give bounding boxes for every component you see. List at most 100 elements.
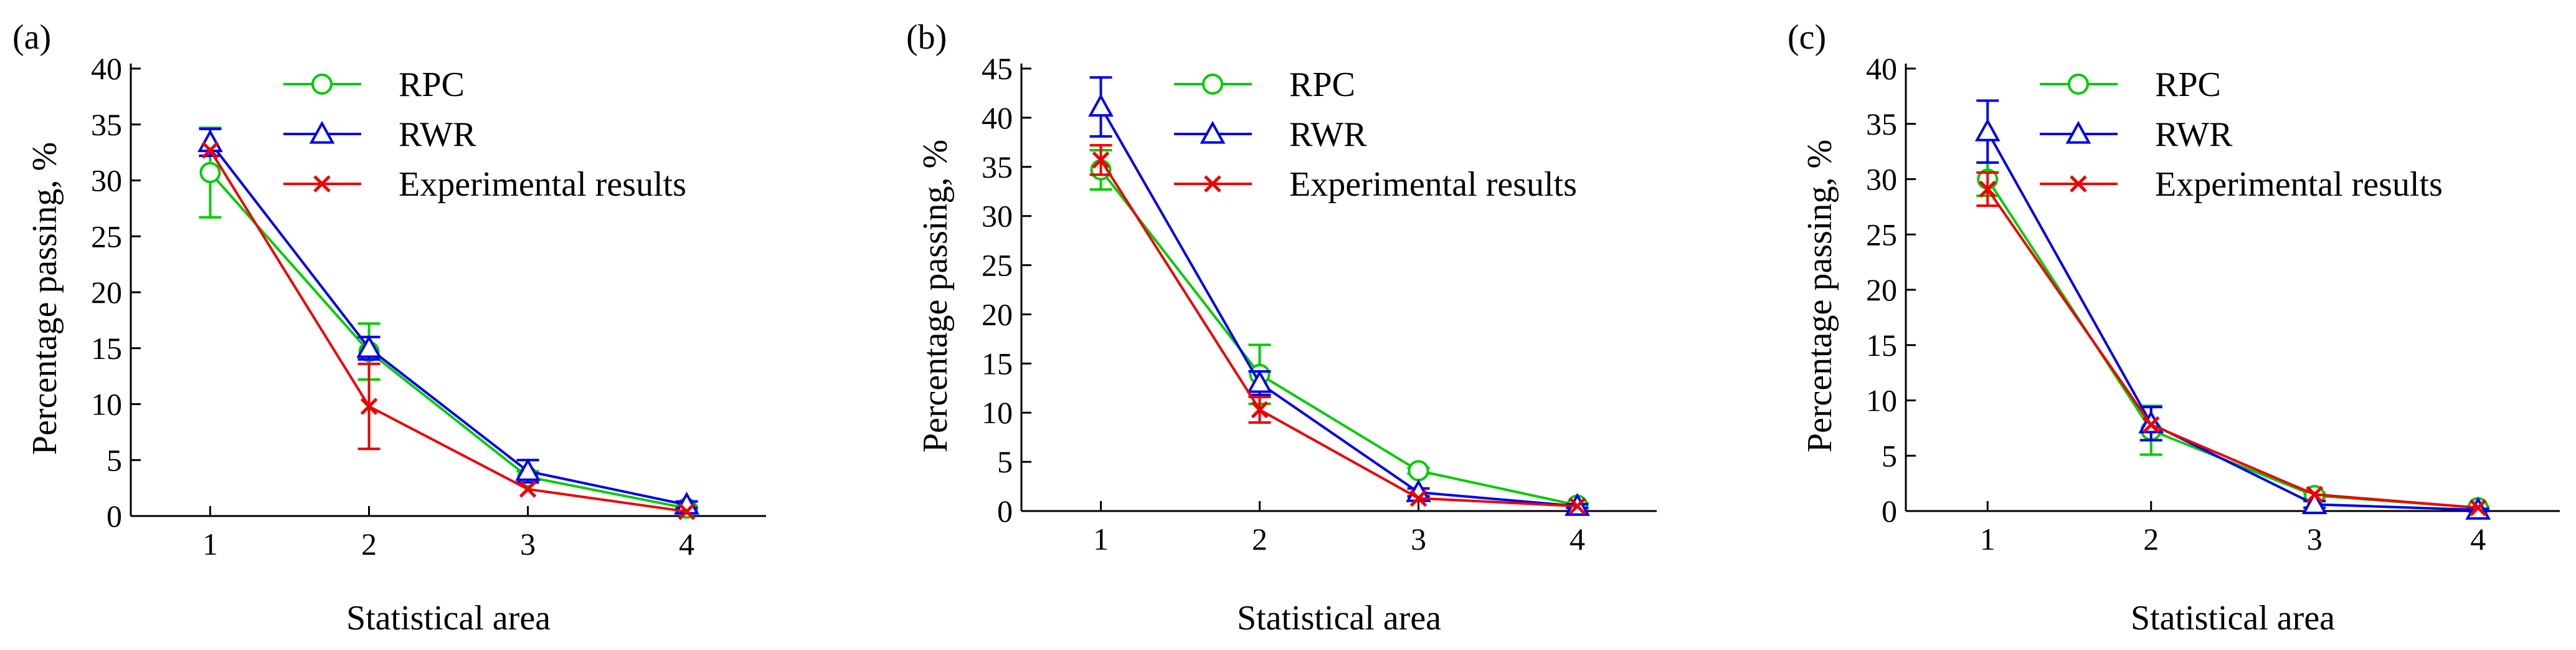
data-point: [201, 141, 219, 159]
y-tick-label: 0: [107, 499, 122, 533]
data-point: [519, 480, 537, 498]
legend-marker: [2065, 120, 2091, 144]
y-tick-label: 20: [1866, 272, 1897, 307]
y-tick-label: 30: [1866, 162, 1897, 197]
x-tick-label: 2: [361, 527, 377, 562]
data-point: [356, 335, 382, 358]
data-point: [360, 398, 378, 415]
x-tick-label: 1: [202, 527, 218, 562]
series-line: [1986, 188, 2478, 509]
y-tick-label: 25: [982, 248, 1013, 283]
legend-marker: [2070, 175, 2087, 193]
y-tick-label: 20: [91, 275, 122, 310]
y-tick-label: 30: [982, 199, 1013, 234]
y-tick-label: 35: [1866, 107, 1897, 141]
x-tick-label: 1: [1093, 522, 1109, 557]
y-tick-label: 40: [982, 100, 1013, 135]
data-point: [1088, 93, 1114, 117]
legend-marker: [1202, 74, 1223, 95]
y-tick-label: 10: [982, 395, 1013, 430]
data-point: [197, 129, 223, 153]
data-point: [2301, 491, 2327, 514]
data-point: [2469, 499, 2487, 517]
series-rwr: RWR: [1088, 76, 1590, 516]
y-tick-label: 10: [91, 387, 122, 422]
legend-label: RWR: [1289, 115, 1367, 154]
data-point: [2306, 485, 2324, 504]
data-point: [1092, 151, 1110, 169]
y-tick-label: 45: [982, 51, 1013, 86]
panel-c: (c) 0 5 10 15 20 25 30 35 40 1 2 3 4 Statistical area P…: [1788, 18, 2560, 638]
series-experimental-results: Experimental results: [1089, 144, 1586, 515]
x-tick-label: 3: [1411, 522, 1426, 557]
data-point: [515, 458, 541, 481]
y-tick-label: 5: [107, 442, 122, 477]
data-point: [1974, 118, 2001, 141]
y-tick-label: 40: [1866, 51, 1897, 86]
legend-label: Experimental results: [1289, 165, 1577, 204]
panel-a: (a) 0 5 10 15 20 25 30 35 40 1 2 3 4 Statistical area P…: [12, 18, 766, 638]
series-line: [1986, 131, 2478, 512]
y-tick-label: 15: [982, 346, 1013, 381]
series-line: [209, 171, 687, 510]
series-line: [1099, 106, 1578, 508]
y-tick-label: 40: [91, 51, 122, 86]
y-axis-title: Percentage passing, %: [1801, 140, 1839, 452]
y-tick-label: 5: [997, 444, 1013, 479]
y-tick-label: 25: [1866, 217, 1897, 252]
legend-label: Experimental results: [2155, 165, 2443, 204]
legend-label: RPC: [1289, 65, 1355, 104]
y-tick-label: 10: [1866, 383, 1897, 418]
y-tick-label: 0: [1882, 494, 1897, 528]
data-point: [2142, 416, 2160, 434]
x-tick-label: 4: [1570, 522, 1585, 557]
series-line: [209, 141, 687, 507]
y-axis-title: Percentage passing, %: [26, 142, 64, 455]
y-axis-title: Percentage passing, %: [916, 140, 955, 452]
x-tick-label: 4: [2470, 522, 2486, 557]
series-line: [209, 149, 687, 513]
y-tick-label: 30: [91, 163, 122, 198]
x-tick-label: 1: [1980, 522, 1996, 557]
legend-label: RWR: [2155, 115, 2233, 154]
legend-marker: [1204, 175, 1221, 193]
data-point: [1247, 370, 1272, 393]
x-tick-label: 4: [679, 527, 694, 562]
legend-label: RWR: [399, 115, 476, 154]
legend-marker: [2068, 74, 2089, 95]
x-tick-label: 2: [2143, 522, 2159, 557]
data-point: [199, 161, 221, 183]
data-point: [1408, 460, 1429, 482]
series-line: [1099, 159, 1578, 508]
x-axis-title: Statistical area: [346, 599, 551, 638]
panel-label: (c): [1788, 18, 1826, 57]
x-axis-title: Statistical area: [1237, 599, 1441, 638]
panel-label: (a): [12, 18, 51, 57]
y-tick-label: 25: [91, 219, 122, 254]
y-tick-label: 5: [1882, 438, 1897, 473]
legend-marker: [313, 175, 331, 193]
y-tick-label: 35: [91, 107, 122, 142]
x-tick-label: 3: [2307, 522, 2323, 557]
panel-b: (b) 0 5 10 15 20 25 30 35 40 45 1 2 3 4 Statistical are…: [906, 18, 1657, 638]
panel-label: (b): [906, 18, 947, 57]
legend-label: RPC: [2155, 65, 2221, 104]
y-tick-label: 35: [982, 150, 1013, 184]
legend-marker: [1200, 120, 1226, 144]
x-tick-label: 2: [1252, 522, 1267, 557]
series-experimental-results: Experimental results: [1976, 165, 2487, 517]
y-tick-label: 20: [982, 297, 1013, 332]
series-rwr: RWR: [1974, 99, 2491, 520]
data-point: [678, 503, 696, 520]
series-line: [1099, 169, 1578, 507]
x-axis-title: Statistical area: [2131, 599, 2335, 638]
series-experimental-results: Experimental results: [201, 141, 696, 520]
data-point: [1409, 489, 1428, 507]
data-point: [1568, 497, 1586, 515]
legend-label: RPC: [399, 65, 465, 104]
data-point: [1979, 180, 1997, 198]
series-rwr: RWR: [197, 115, 699, 515]
legend-marker: [311, 74, 333, 95]
